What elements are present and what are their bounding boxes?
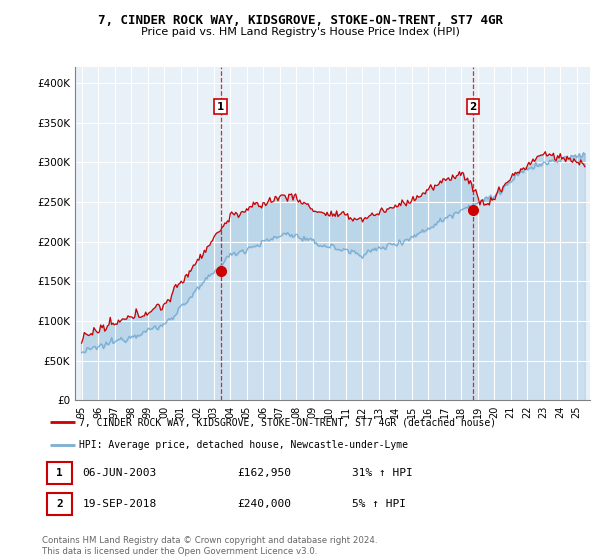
Text: 1: 1 — [217, 102, 224, 112]
Text: Price paid vs. HM Land Registry's House Price Index (HPI): Price paid vs. HM Land Registry's House … — [140, 27, 460, 37]
Text: 19-SEP-2018: 19-SEP-2018 — [83, 499, 157, 509]
Text: £162,950: £162,950 — [238, 468, 292, 478]
Text: 5% ↑ HPI: 5% ↑ HPI — [352, 499, 406, 509]
Text: Contains HM Land Registry data © Crown copyright and database right 2024.
This d: Contains HM Land Registry data © Crown c… — [42, 536, 377, 556]
Bar — [47, 493, 72, 515]
Text: 06-JUN-2003: 06-JUN-2003 — [83, 468, 157, 478]
Text: 31% ↑ HPI: 31% ↑ HPI — [352, 468, 412, 478]
Text: 2: 2 — [469, 102, 476, 112]
Text: 7, CINDER ROCK WAY, KIDSGROVE, STOKE-ON-TRENT, ST7 4GR: 7, CINDER ROCK WAY, KIDSGROVE, STOKE-ON-… — [97, 14, 503, 27]
Text: HPI: Average price, detached house, Newcastle-under-Lyme: HPI: Average price, detached house, Newc… — [79, 440, 408, 450]
Text: 1: 1 — [56, 468, 63, 478]
Text: £240,000: £240,000 — [238, 499, 292, 509]
Text: 7, CINDER ROCK WAY, KIDSGROVE, STOKE-ON-TRENT, ST7 4GR (detached house): 7, CINDER ROCK WAY, KIDSGROVE, STOKE-ON-… — [79, 417, 496, 427]
Bar — [47, 462, 72, 484]
Text: 2: 2 — [56, 499, 63, 509]
